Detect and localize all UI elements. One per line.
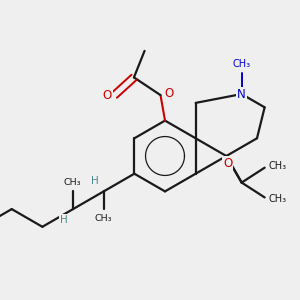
Text: H: H [60, 214, 68, 225]
Text: CH₃: CH₃ [268, 161, 286, 171]
Text: CH₃: CH₃ [268, 194, 286, 204]
Text: CH₃: CH₃ [232, 59, 251, 69]
Text: CH₃: CH₃ [63, 178, 81, 187]
Text: N: N [237, 88, 246, 100]
Text: O: O [164, 87, 173, 100]
Text: O: O [223, 157, 232, 170]
Text: CH₃: CH₃ [94, 214, 112, 223]
Text: O: O [102, 88, 112, 102]
Text: H: H [91, 176, 99, 186]
